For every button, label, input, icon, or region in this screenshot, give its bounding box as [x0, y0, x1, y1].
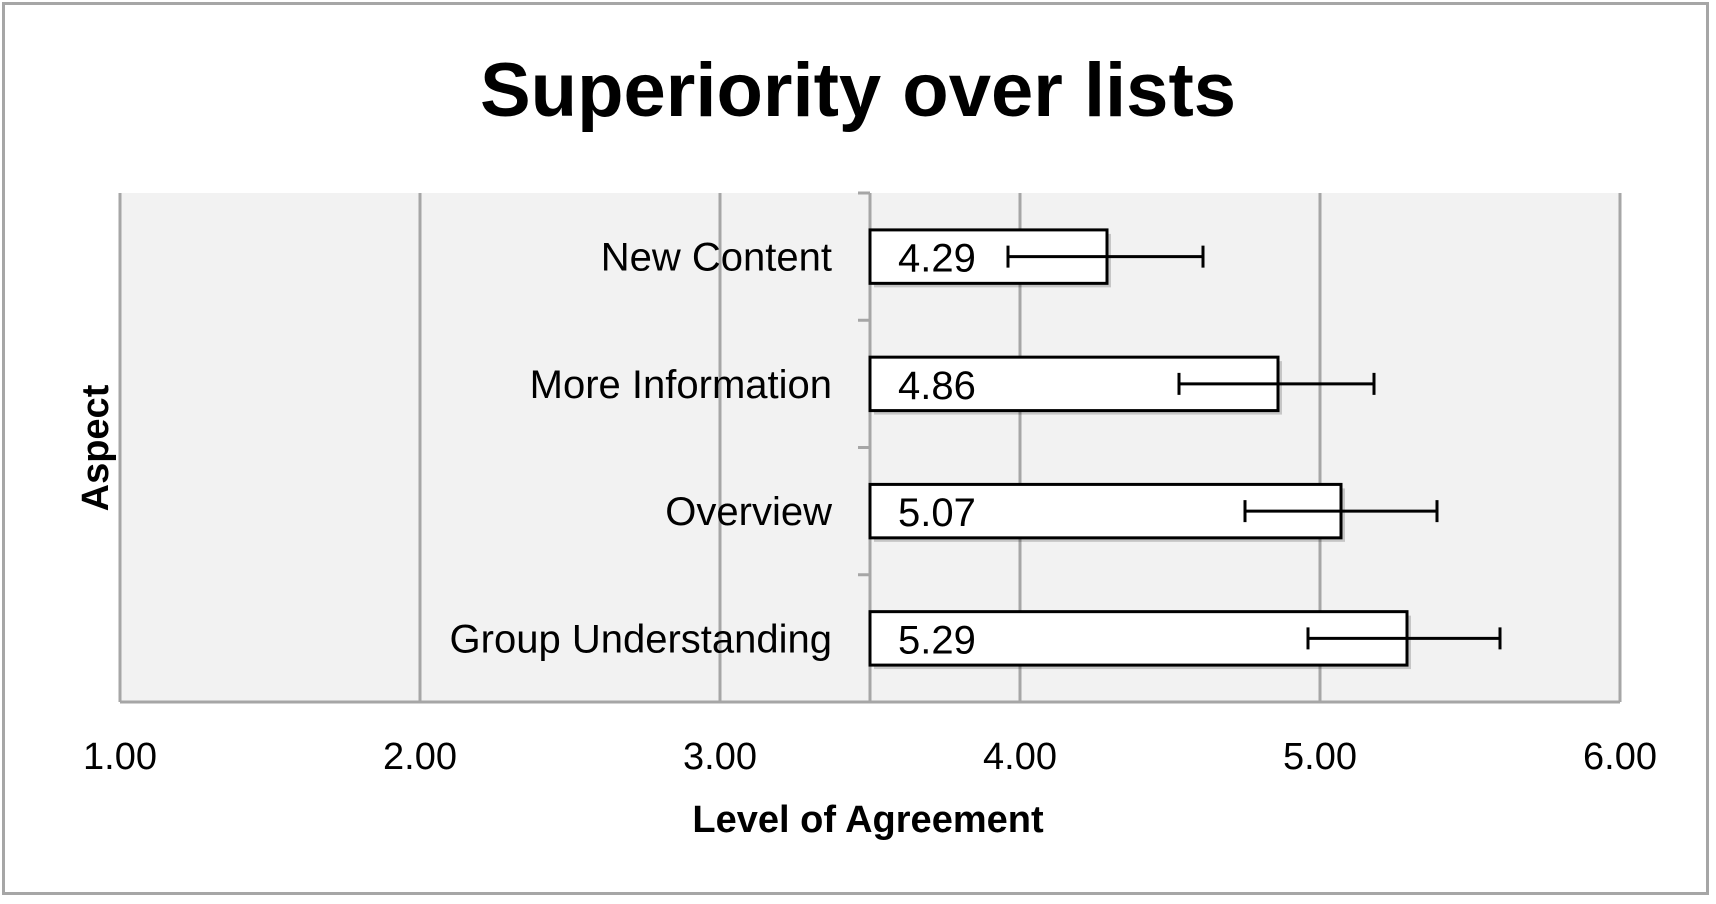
bar	[868, 228, 1109, 285]
data-label: 5.29	[898, 618, 976, 662]
category-label: Overview	[665, 490, 832, 534]
y-axis-title: Aspect	[75, 384, 117, 511]
plot-area: 1.00 2.00 3.00 4.00 5.00 6.00 New Content 4.29 M…	[83, 191, 1657, 778]
category-label: New Content	[601, 236, 832, 280]
category-label: Group Understanding	[450, 617, 832, 661]
data-label: 4.86	[898, 364, 976, 408]
x-tick-label: 5.00	[1283, 736, 1357, 778]
x-axis-title: Level of Agreement	[692, 799, 1044, 841]
data-label: 4.29	[898, 237, 976, 281]
data-label: 5.07	[898, 491, 976, 535]
x-tick-label: 3.00	[683, 736, 757, 778]
x-tick-label: 2.00	[383, 736, 457, 778]
x-tick-label: 6.00	[1583, 736, 1657, 778]
x-tick-label: 4.00	[983, 736, 1057, 778]
x-tick-label: 1.00	[83, 736, 157, 778]
category-label: More Information	[530, 363, 832, 407]
chart-title: Superiority over lists	[480, 48, 1236, 133]
